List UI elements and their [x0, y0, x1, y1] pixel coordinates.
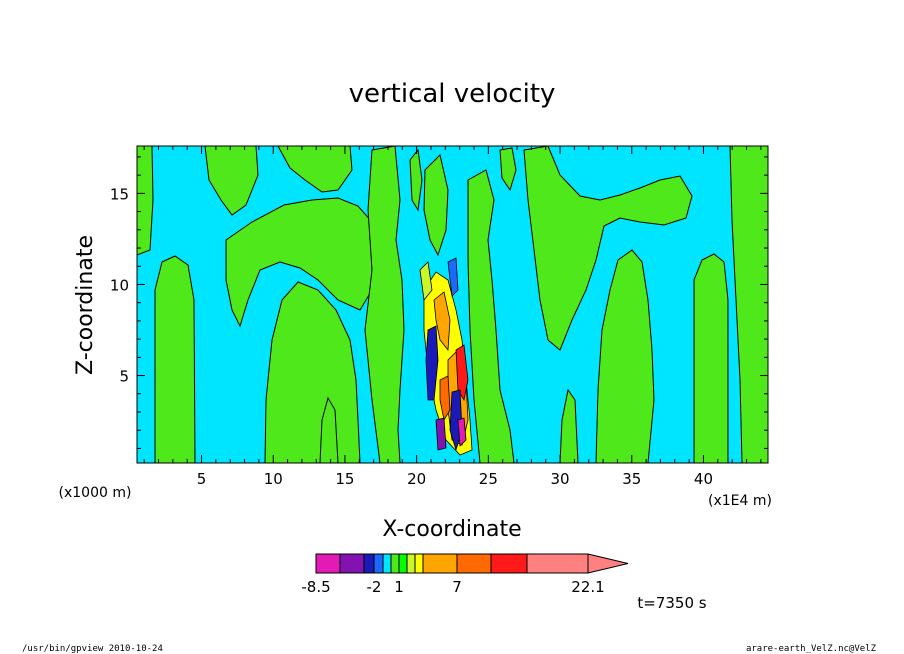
green-region-right-column: [595, 249, 655, 463]
y-tick-label: 10: [110, 276, 129, 294]
y-axis: 5 10 15: [110, 156, 768, 449]
chart-title: vertical velocity: [349, 79, 556, 109]
colorbar-tick-label: -8.5: [301, 578, 330, 596]
y-tick-label: 5: [119, 368, 129, 386]
core-dark-b: [435, 417, 447, 451]
green-region-right-center: [467, 169, 515, 463]
colorbar-tick-label: 22.1: [571, 578, 604, 596]
green-region-low-small: [319, 396, 339, 463]
plot-area: [137, 146, 768, 463]
colorbar-tick-label: -2: [367, 578, 382, 596]
colorbar-segment: [363, 553, 375, 574]
green-region-center-streak: [423, 154, 449, 257]
plot-frame: [136, 145, 769, 464]
footer-right: arare-earth_VelZ.nc@VelZ: [746, 644, 877, 654]
colorbar-segment: [339, 553, 365, 574]
positive-velocity-regions: [137, 146, 768, 463]
green-region-wide-mid: [225, 197, 379, 328]
colorbar-extension: [587, 553, 629, 574]
green-region-top-mid: [277, 146, 353, 193]
green-region-far-right-edge: [729, 146, 768, 463]
colorbar-segment: [382, 553, 392, 574]
green-region-far-right-column: [693, 253, 729, 463]
x-tick-label: 25: [479, 470, 498, 488]
core-magenta: [457, 417, 467, 447]
colorbar-segment: [390, 553, 400, 574]
green-region-lower-mid: [264, 281, 361, 463]
footer-left: /usr/bin/gpview 2010-10-24: [22, 644, 163, 654]
colorbar-segment: [456, 553, 492, 574]
green-region-left-edge: [137, 146, 154, 256]
y-axis-label: Z-coordinate: [73, 235, 98, 375]
core-blue-a: [425, 325, 439, 401]
x-tick-label: 10: [264, 470, 283, 488]
x-tick-label: 15: [335, 470, 354, 488]
core-red-b: [439, 375, 451, 422]
y-tick-label: 15: [110, 185, 129, 203]
colorbar-tick-labels: -8.5 -2 1 7 22.1: [301, 578, 604, 596]
x-unit-label: (x1E4 m): [708, 493, 772, 509]
green-region-mid-streak-b: [499, 147, 517, 192]
colorbar-segment: [422, 553, 458, 574]
x-axis-label: X-coordinate: [382, 517, 521, 542]
timestamp-label: t=7350 s: [637, 594, 706, 612]
colorbar-segment: [406, 553, 416, 574]
colorbar-segment: [526, 553, 589, 574]
core-orange-a: [433, 291, 451, 352]
core-blue-b: [447, 257, 459, 297]
colorbar: [315, 553, 629, 574]
x-tick-label: 40: [694, 470, 713, 488]
convective-core: [419, 257, 473, 456]
colorbar-segment: [398, 553, 408, 574]
x-tick-label: 35: [622, 470, 641, 488]
colorbar-segment: [315, 553, 341, 574]
green-region-right-large: [523, 146, 693, 351]
green-region-top-left: [204, 146, 259, 216]
green-region-center-upper: [364, 146, 405, 463]
y-unit-label: (x1000 m): [59, 485, 132, 501]
x-tick-label: 5: [197, 470, 207, 488]
colorbar-segment: [490, 553, 528, 574]
x-tick-label: 30: [551, 470, 570, 488]
green-region-right-slim: [559, 388, 579, 463]
colorbar-segment: [373, 553, 384, 574]
colorbar-tick-label: 7: [452, 578, 462, 596]
core-yellow-b: [419, 261, 433, 301]
colorbar-segment: [414, 553, 424, 574]
colorbar-tick-label: 1: [394, 578, 404, 596]
x-axis: 5 10 15 20 25 30 35 40: [143, 146, 762, 488]
core-red-a: [455, 344, 469, 402]
green-region-left-column: [154, 255, 196, 463]
x-tick-label: 20: [407, 470, 426, 488]
